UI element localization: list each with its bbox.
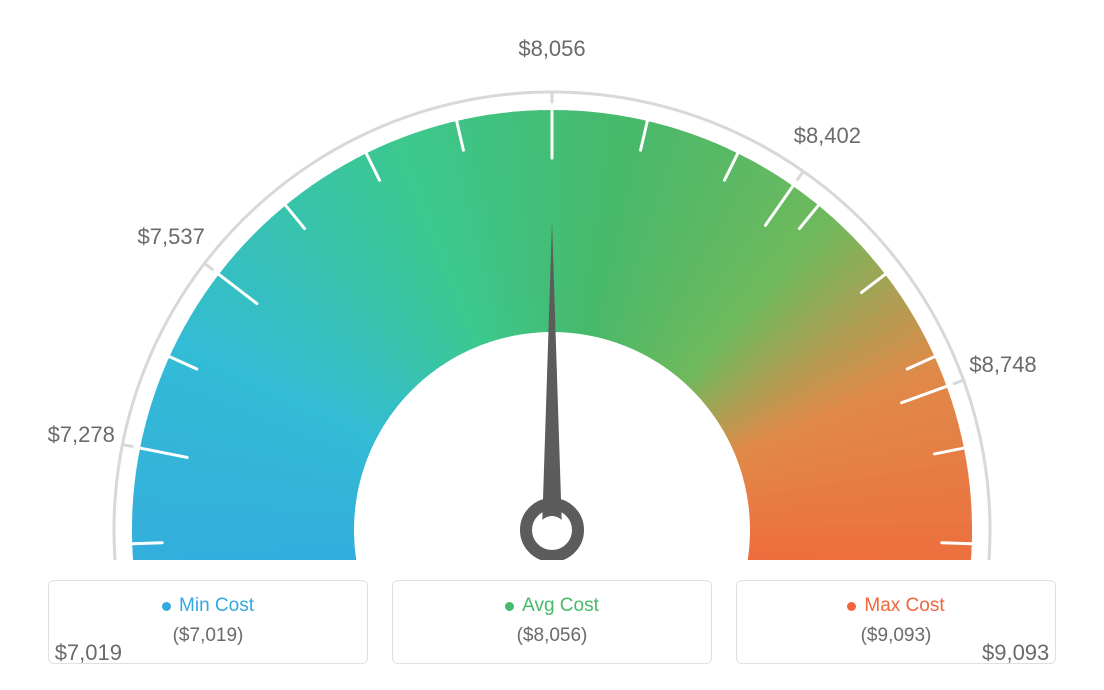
gauge-tick-label: $8,402 bbox=[757, 123, 897, 149]
legend-title-avg: Avg Cost bbox=[505, 595, 599, 617]
dot-icon bbox=[847, 602, 856, 611]
legend-value-max: ($9,093) bbox=[737, 625, 1055, 647]
legend-title-text: Min Cost bbox=[179, 595, 254, 617]
gauge-tick-label: $7,278 bbox=[11, 422, 151, 448]
legend-card-avg: Avg Cost ($8,056) bbox=[392, 580, 712, 664]
cost-gauge: $7,019$7,278$7,537$8,056$8,402$8,748$9,0… bbox=[0, 0, 1104, 560]
legend-card-max: Max Cost ($9,093) bbox=[736, 580, 1056, 664]
legend-row: Min Cost ($7,019) Avg Cost ($8,056) Max … bbox=[48, 580, 1056, 664]
legend-title-text: Max Cost bbox=[864, 595, 944, 617]
legend-title-min: Min Cost bbox=[162, 595, 254, 617]
gauge-svg bbox=[0, 0, 1104, 560]
gauge-tick-label: $8,748 bbox=[933, 352, 1073, 378]
gauge-tick-label: $7,537 bbox=[101, 224, 241, 250]
legend-value-avg: ($8,056) bbox=[393, 625, 711, 647]
gauge-tick-label: $8,056 bbox=[482, 36, 622, 62]
legend-title-max: Max Cost bbox=[847, 595, 944, 617]
legend-card-min: Min Cost ($7,019) bbox=[48, 580, 368, 664]
dot-icon bbox=[505, 602, 514, 611]
dot-icon bbox=[162, 602, 171, 611]
legend-value-min: ($7,019) bbox=[49, 625, 367, 647]
legend-title-text: Avg Cost bbox=[522, 595, 599, 617]
